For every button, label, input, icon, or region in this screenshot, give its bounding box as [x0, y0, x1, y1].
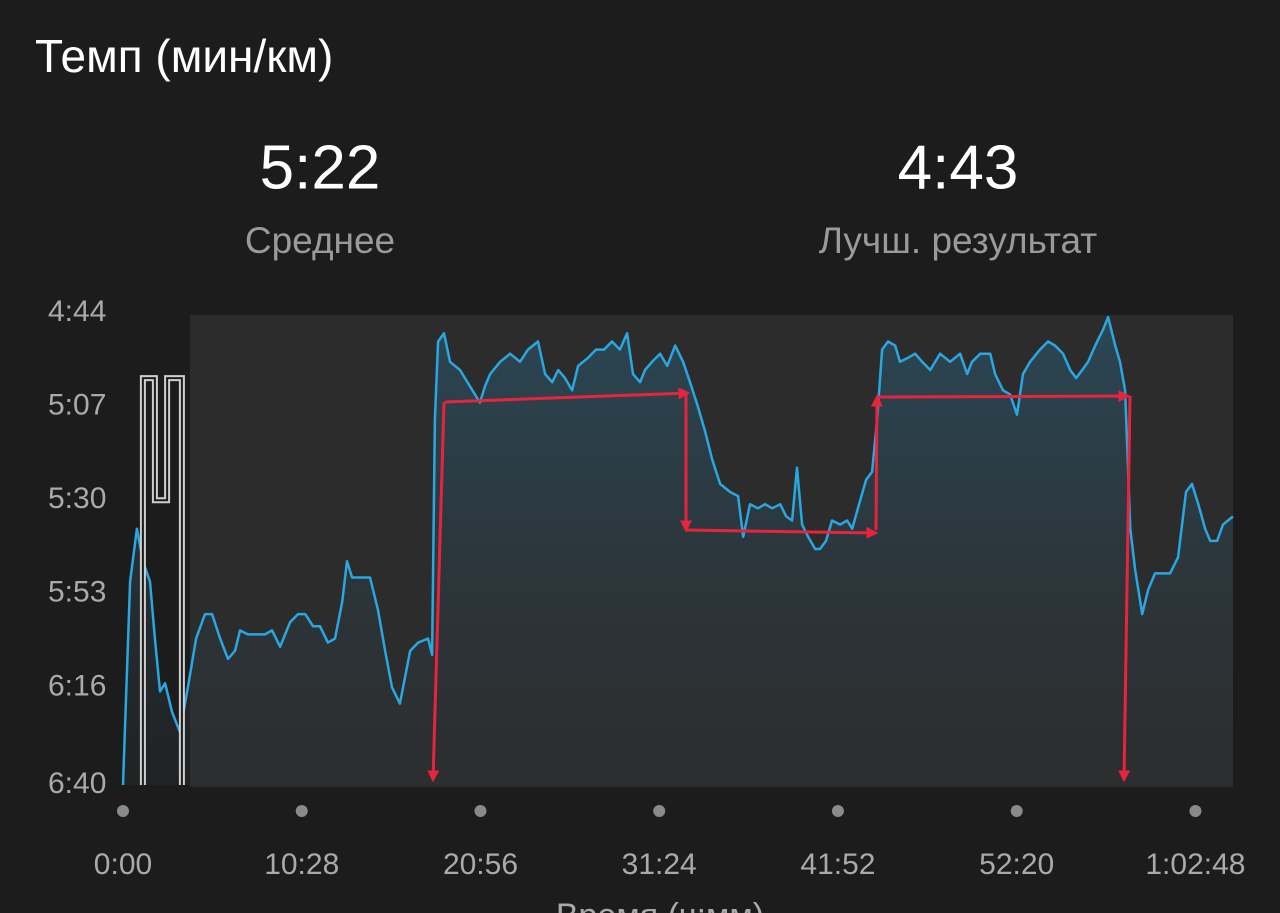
x-tick-dot — [1189, 805, 1202, 817]
annotation-arrows — [427, 387, 1132, 783]
x-tick-label: 1:02:48 — [1145, 848, 1245, 881]
x-tick-dot — [653, 805, 666, 817]
x-tick-label: 52:20 — [979, 848, 1054, 881]
arrow — [444, 387, 691, 404]
x-tick-label: 20:56 — [443, 848, 518, 881]
x-tick-label: 10:28 — [264, 848, 339, 881]
arrow — [876, 390, 1131, 403]
plot — [121, 315, 1234, 786]
arrow — [870, 394, 883, 531]
x-axis-label: Время (ч:мм) — [556, 897, 764, 913]
x-tick-label: 41:52 — [800, 848, 875, 881]
arrow — [685, 526, 879, 539]
x-tick-dot — [295, 805, 308, 817]
stat-label: Лучш. результат — [819, 220, 1098, 261]
x-tick-label: 31:24 — [622, 848, 697, 881]
stat-label: Среднее — [245, 220, 395, 261]
y-tick-label: 5:07 — [48, 389, 106, 422]
x-tick-label: 0:00 — [94, 848, 152, 881]
y-tick-label: 6:16 — [48, 669, 106, 702]
arrow — [1118, 395, 1132, 783]
y-tick-label: 6:40 — [48, 767, 106, 800]
x-tick-dot — [831, 805, 844, 817]
x-tick-dot — [1010, 805, 1023, 817]
y-tick-label: 4:44 — [48, 295, 106, 328]
pause-line-inner — [141, 377, 183, 785]
line — [121, 315, 1234, 786]
chart-title: Темп (мин/км) — [35, 30, 333, 82]
y-tick-label: 5:53 — [48, 576, 106, 609]
area — [123, 317, 1233, 785]
y-tick-label: 5:30 — [48, 482, 106, 515]
arrow — [427, 401, 446, 783]
stat-value: 5:22 — [260, 133, 381, 202]
x-tick-dot — [474, 805, 487, 817]
stat-value: 4:43 — [898, 133, 1019, 202]
x-tick-dot — [117, 805, 129, 817]
